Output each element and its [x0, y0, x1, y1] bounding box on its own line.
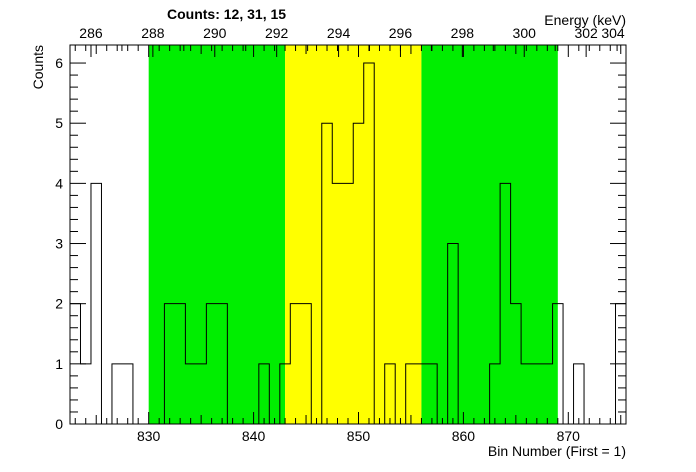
x-axis-ticks: 830 840 850 860 870	[74, 45, 622, 444]
energy-axis-ticks: 286 288 290 292 294 296 298 300 302 304	[79, 25, 625, 57]
histogram-bin	[80, 364, 90, 424]
y-tick-label: 3	[55, 236, 63, 252]
energy-tick-label: 298	[451, 25, 475, 41]
histogram-bin	[122, 364, 132, 424]
region-left-background	[148, 45, 286, 424]
energy-tick-label: 292	[265, 25, 289, 41]
region-bands	[148, 45, 558, 424]
x-axis-label: Bin Number (First = 1)	[488, 443, 626, 459]
x-tick-label: 860	[452, 428, 476, 444]
region-right-background	[421, 45, 558, 424]
y-tick-label: 5	[55, 115, 63, 131]
x-tick-label: 870	[557, 428, 581, 444]
y-tick-label: 1	[55, 356, 63, 372]
histogram-bin	[112, 364, 122, 424]
energy-tick-label: 294	[327, 25, 351, 41]
x-tick-label: 850	[347, 428, 371, 444]
y-tick-label: 6	[55, 55, 63, 71]
energy-axis-label: Energy (keV)	[544, 12, 626, 28]
region-peak	[285, 45, 422, 424]
y-axis-ticks: 0 1 2 3 4 5 6	[55, 55, 626, 432]
x-tick-label: 840	[242, 428, 266, 444]
chart-title: Counts: 12, 31, 15	[167, 6, 286, 22]
y-tick-label: 2	[55, 296, 63, 312]
y-axis-label: Counts	[30, 45, 46, 89]
x-tick-label: 830	[137, 428, 161, 444]
energy-tick-label: 286	[79, 25, 103, 41]
histogram-bin	[574, 364, 584, 424]
y-tick-label: 0	[55, 416, 63, 432]
energy-tick-label: 302	[574, 25, 598, 41]
energy-tick-label: 300	[513, 25, 537, 41]
histogram-bin	[91, 183, 101, 424]
energy-tick-label: 296	[389, 25, 413, 41]
y-tick-label: 4	[55, 175, 63, 191]
energy-tick-label: 304	[601, 25, 625, 41]
energy-tick-label: 290	[203, 25, 227, 41]
energy-tick-label: 288	[141, 25, 165, 41]
